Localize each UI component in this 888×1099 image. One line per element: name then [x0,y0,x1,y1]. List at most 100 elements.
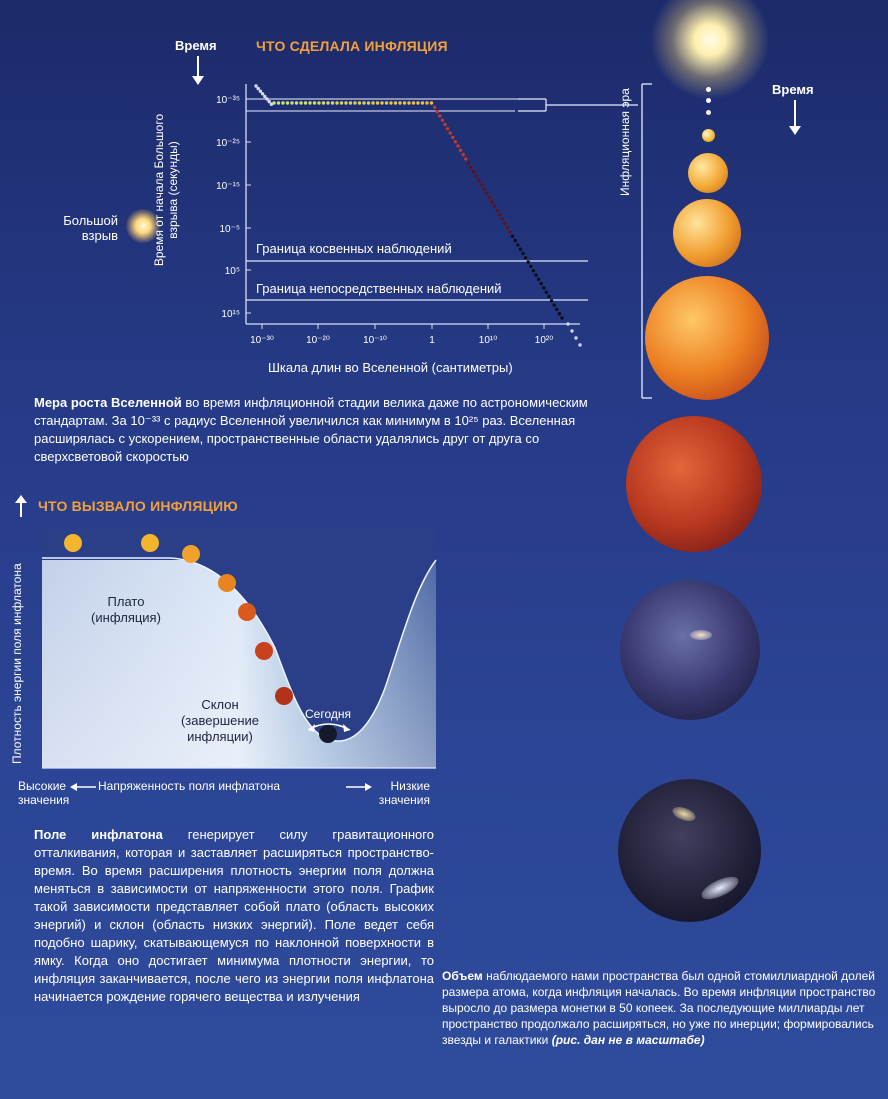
x-tick-label: 10¹⁰ [479,335,497,346]
data-point [348,101,353,105]
caption-field: Поле инфлатона генерирует силу гравитаци… [34,826,434,1006]
data-point [495,208,499,213]
data-point [456,144,460,148]
x-left-label: Высокие значения [18,779,70,807]
inflation-era-bracket [641,83,652,399]
data-point [560,316,564,320]
data-point [260,92,265,96]
data-point [484,191,489,195]
top-chart-ylabel: Время от начала Большого взрыва (секунды… [152,113,180,267]
data-point [445,127,450,131]
data-point [339,101,344,105]
slope-label-2: (завершение [181,713,259,728]
caption-growth: Мера роста Вселенной во время инфляционн… [34,394,602,466]
data-point [272,101,276,105]
caption-volume: Объем наблюдаемого нами пространства был… [442,968,884,1048]
data-point [566,322,570,326]
data-point [464,157,468,161]
data-point [451,135,455,140]
inflation-era-label: Инфляционная эра [618,88,632,196]
data-point [276,101,281,105]
today-label: Сегодня [305,707,351,721]
data-points [254,84,582,347]
data-point [407,101,411,105]
y-tick-label: 10⁻³⁵ [216,95,240,106]
data-point [526,260,530,264]
data-point [366,101,371,105]
data-point [505,226,510,230]
data-point [490,200,494,204]
data-point [429,101,434,105]
data-point [312,101,317,105]
era-connector [518,98,638,112]
caption-growth-text: во время инфляционной стадии велика даже… [34,395,588,464]
data-point [469,165,473,170]
data-point [547,294,551,299]
data-point [321,101,326,105]
data-point [555,307,559,312]
data-point [539,281,543,286]
data-point [531,269,536,273]
x-tick-label: 10⁻¹⁰ [363,335,387,346]
potential-chart: Плато (инфляция) Склон (завершение инфля… [42,528,437,769]
data-point [256,86,260,91]
data-point [529,264,533,269]
top-chart-title: ЧТО СДЕЛАЛА ИНФЛЯЦИЯ [256,38,448,54]
data-point [466,161,471,165]
x-tick-label: 10⁻²⁰ [306,335,330,346]
data-point [487,195,491,200]
x-right-label: Низкие значения [378,779,430,807]
x-ticks: 10⁻³⁰ 10⁻²⁰ 10⁻¹⁰ 1 10¹⁰ 10²⁰ [250,324,553,346]
slope-label-1: Склон [201,697,238,712]
data-point [497,213,502,217]
data-point [389,101,393,105]
potential-chart-title: ЧТО ВЫЗВАЛО ИНФЛЯЦИЮ [38,498,238,514]
data-point [353,101,357,105]
y-tick-label: 10¹⁵ [221,309,240,320]
potential-curve [42,528,436,742]
data-point [518,247,523,251]
data-point [432,105,437,109]
data-point [500,217,504,221]
top-chart-xlabel: Шкала длин во Вселенной (сантиметры) [268,360,513,375]
data-point [263,94,267,99]
big-bang-glow [650,0,770,100]
data-point [299,101,303,105]
data-point [482,187,486,191]
ball-1 [64,534,82,552]
data-point [544,290,549,294]
data-point [303,101,308,105]
data-point [578,343,582,347]
data-point [523,256,528,260]
data-point [516,243,520,247]
indirect-observation-label: Граница косвенных наблюдений [256,241,452,256]
ball-4 [218,574,236,592]
data-point [420,101,425,105]
direct-observation-label: Граница непосредственных наблюдений [256,281,502,296]
universe-sphere-6 [620,580,760,720]
data-point [534,273,538,277]
x-center-label: Напряженность поля инфлатона [98,779,281,793]
up-arrow-icon [15,495,27,517]
ball-7 [275,687,293,705]
slope-label-3: инфляции) [187,729,253,744]
universe-dot-3 [706,110,711,115]
data-point [574,336,578,340]
universe-dot-1 [706,87,711,92]
data-point [461,152,465,157]
universe-sphere-2 [688,153,728,193]
y-tick-label: 10⁻⁵ [219,224,240,235]
data-point [269,102,274,106]
data-point [362,101,366,105]
data-point [330,101,335,105]
big-bang-label: Большой взрыв [63,213,118,243]
data-point [536,277,541,281]
data-point [471,170,476,174]
data-point [435,109,439,114]
data-point [411,101,416,105]
data-point [402,101,407,105]
data-point [317,101,321,105]
caption-volume-text: наблюдаемого нами пространства был одной… [442,969,876,1047]
data-point [265,97,269,101]
